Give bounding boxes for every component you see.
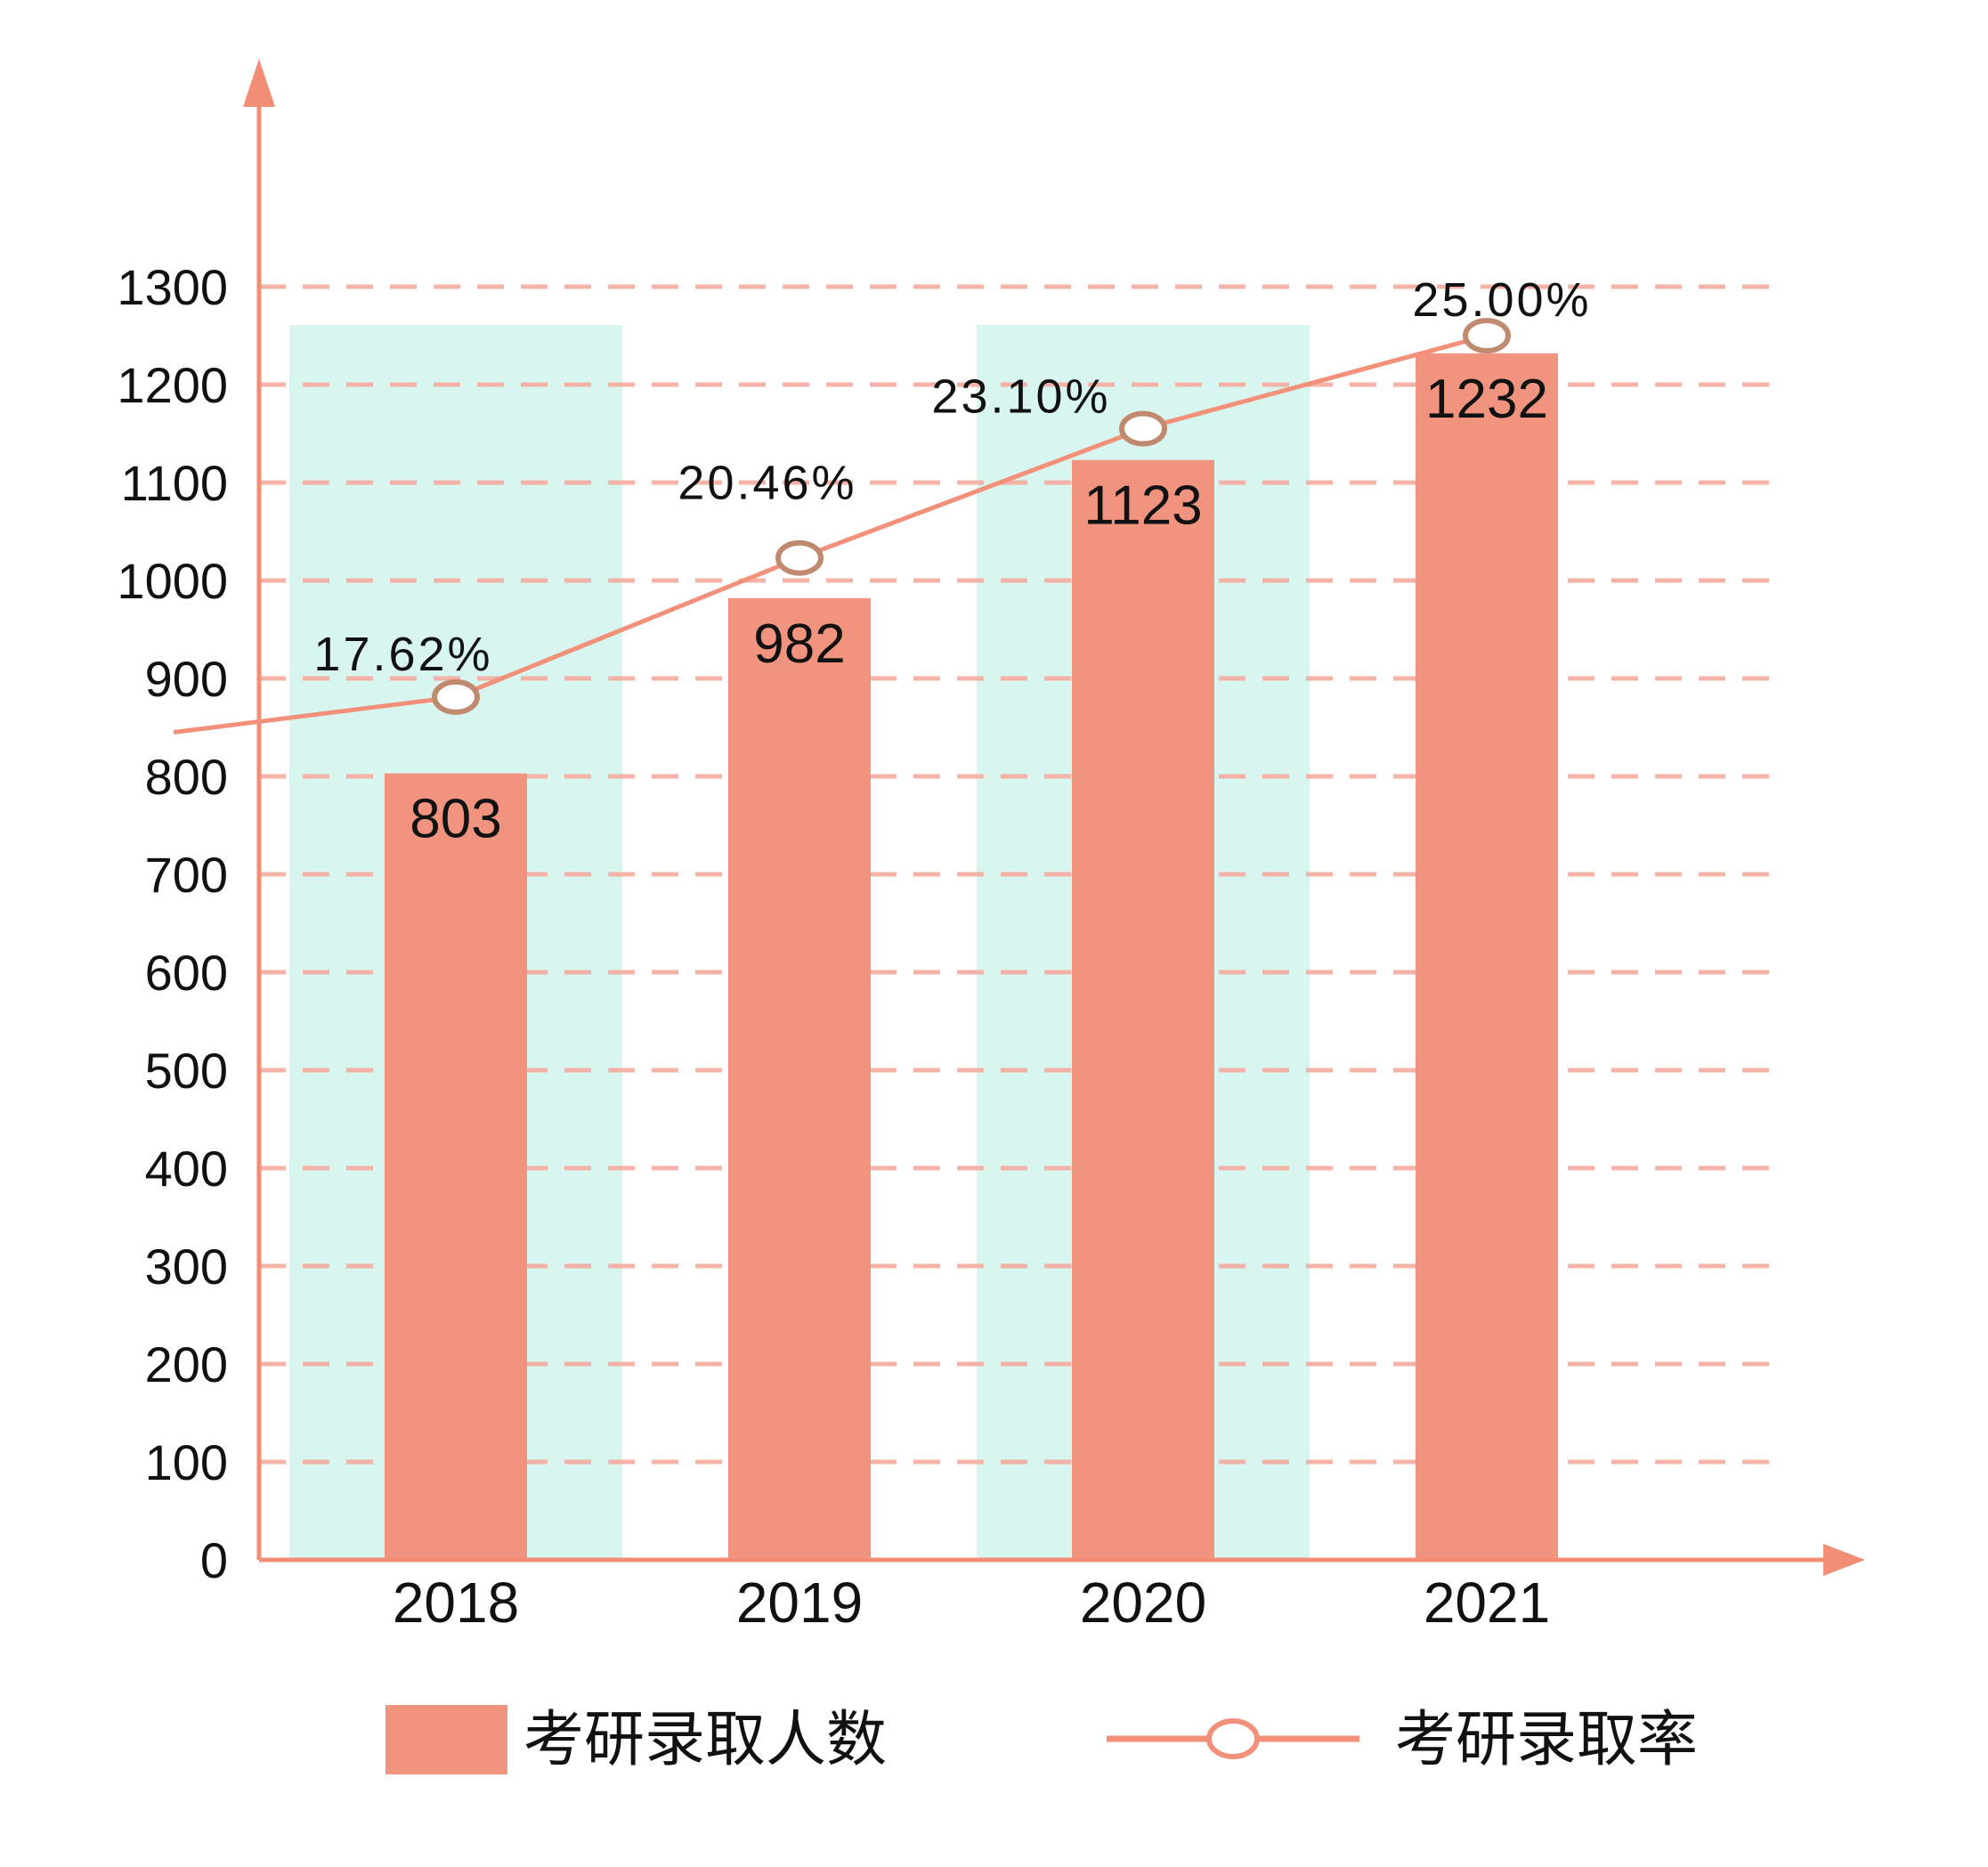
x-category-label-2021: 2021: [1424, 1571, 1550, 1635]
y-tick-label-700: 700: [145, 847, 228, 903]
line-marker-2018: [432, 678, 480, 715]
bar-value-label-2019: 982: [753, 613, 845, 675]
bar-value-label-2021: 1232: [1425, 369, 1548, 430]
x-category-label-2020: 2020: [1080, 1571, 1206, 1635]
y-tick-label-100: 100: [145, 1434, 228, 1490]
y-tick-label-1100: 1100: [121, 455, 228, 511]
legend-line-marker-icon: [1206, 1718, 1260, 1759]
y-tick-label-1000: 1000: [117, 553, 228, 609]
x-category-label-2019: 2019: [736, 1571, 863, 1635]
y-tick-label-1300: 1300: [117, 259, 228, 315]
rate-label-2018: 17.62%: [313, 628, 492, 681]
rate-label-2021: 25.00%: [1412, 273, 1591, 327]
legend-line-label: 考研录取率: [1395, 1706, 1698, 1774]
legend-bar-label: 考研录取人数: [523, 1706, 887, 1774]
bar-2018: [385, 773, 527, 1558]
bar-2021: [1416, 353, 1558, 1558]
rate-label-2019: 20.46%: [678, 457, 856, 510]
y-tick-label-200: 200: [145, 1336, 228, 1392]
y-tick-label-600: 600: [145, 945, 228, 1001]
bar-2020: [1072, 459, 1214, 1559]
x-axis-arrow-icon: [1823, 1544, 1865, 1576]
line-marker-2019: [775, 540, 824, 576]
y-tick-label-1200: 1200: [117, 357, 228, 413]
y-tick-label-0: 0: [200, 1532, 228, 1588]
bar-value-label-2018: 803: [410, 789, 501, 850]
legend-bar-swatch: [385, 1705, 507, 1774]
y-tick-label-900: 900: [145, 651, 228, 707]
y-tick-label-800: 800: [145, 749, 228, 805]
rate-label-2020: 23.10%: [931, 370, 1110, 424]
y-tick-label-500: 500: [145, 1043, 228, 1099]
y-tick-label-400: 400: [145, 1140, 228, 1197]
line-marker-2020: [1119, 410, 1167, 447]
y-axis-arrow-icon: [243, 59, 275, 107]
bar-value-label-2020: 1123: [1083, 475, 1202, 537]
x-category-label-2018: 2018: [393, 1571, 519, 1635]
bar-2019: [728, 597, 871, 1558]
line-marker-2021: [1463, 318, 1511, 353]
y-tick-label-300: 300: [145, 1238, 228, 1295]
